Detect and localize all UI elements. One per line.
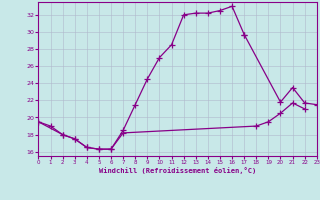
X-axis label: Windchill (Refroidissement éolien,°C): Windchill (Refroidissement éolien,°C) <box>99 167 256 174</box>
